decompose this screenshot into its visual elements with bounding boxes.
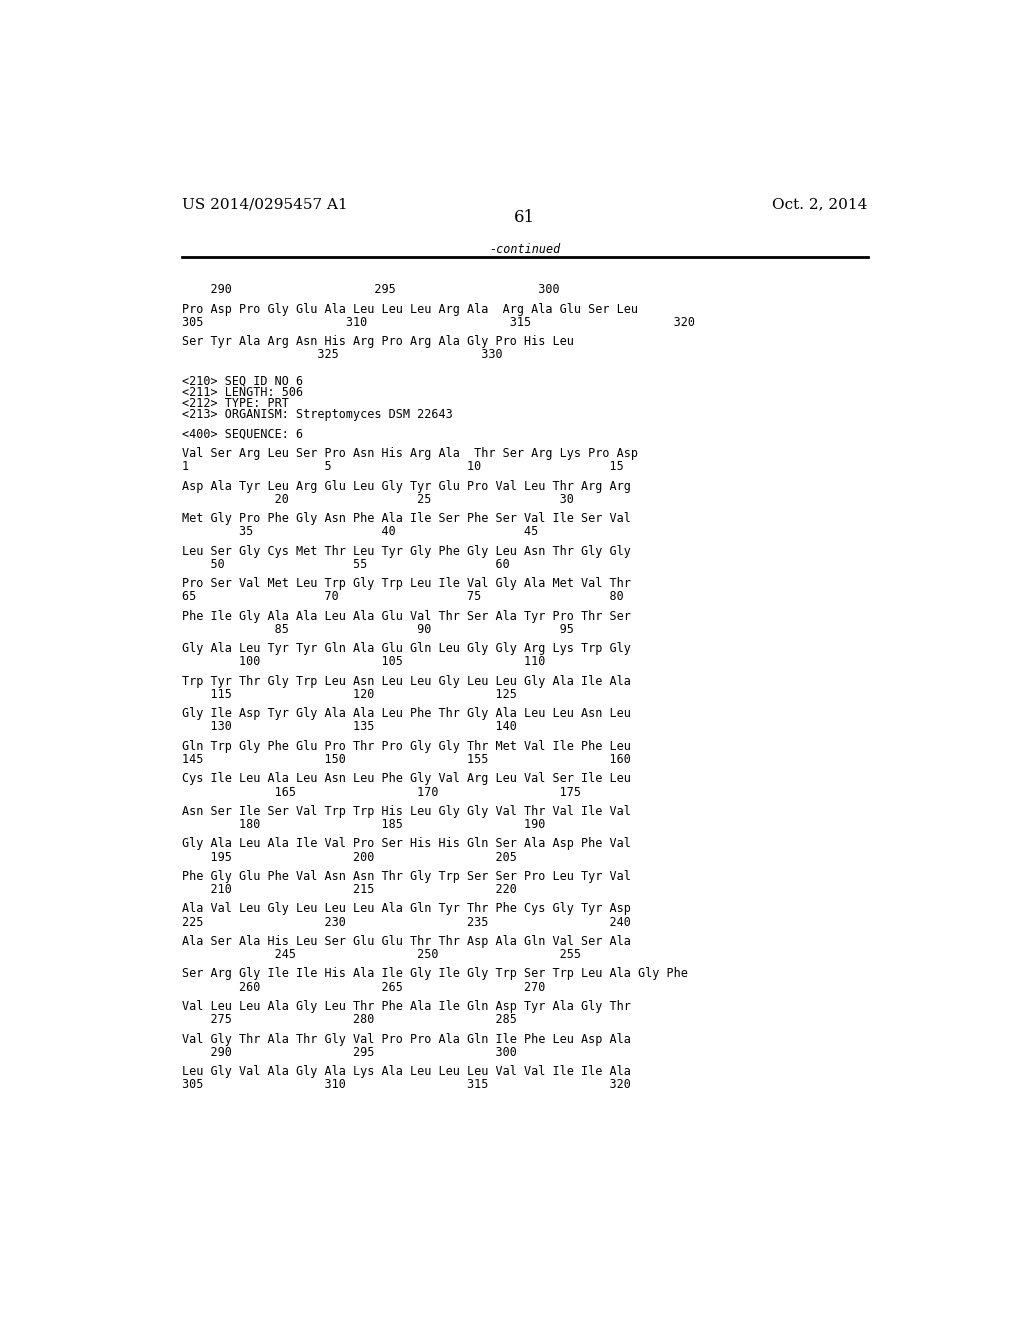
Text: Trp Tyr Thr Gly Trp Leu Asn Leu Leu Gly Leu Leu Gly Ala Ile Ala: Trp Tyr Thr Gly Trp Leu Asn Leu Leu Gly …: [182, 675, 631, 688]
Text: Gly Ile Asp Tyr Gly Ala Ala Leu Phe Thr Gly Ala Leu Leu Asn Leu: Gly Ile Asp Tyr Gly Ala Ala Leu Phe Thr …: [182, 708, 631, 721]
Text: <212> TYPE: PRT: <212> TYPE: PRT: [182, 397, 289, 411]
Text: 165                 170                 175: 165 170 175: [182, 785, 581, 799]
Text: 35                  40                  45: 35 40 45: [182, 525, 539, 539]
Text: 85                  90                  95: 85 90 95: [182, 623, 573, 636]
Text: 305                 310                 315                 320: 305 310 315 320: [182, 1078, 631, 1092]
Text: 210                 215                 220: 210 215 220: [182, 883, 517, 896]
Text: 275                 280                 285: 275 280 285: [182, 1014, 517, 1026]
Text: Met Gly Pro Phe Gly Asn Phe Ala Ile Ser Phe Ser Val Ile Ser Val: Met Gly Pro Phe Gly Asn Phe Ala Ile Ser …: [182, 512, 631, 525]
Text: <213> ORGANISM: Streptomyces DSM 22643: <213> ORGANISM: Streptomyces DSM 22643: [182, 408, 453, 421]
Text: Ala Ser Ala His Leu Ser Glu Glu Thr Thr Asp Ala Gln Val Ser Ala: Ala Ser Ala His Leu Ser Glu Glu Thr Thr …: [182, 935, 631, 948]
Text: Ser Arg Gly Ile Ile His Ala Ile Gly Ile Gly Trp Ser Trp Leu Ala Gly Phe: Ser Arg Gly Ile Ile His Ala Ile Gly Ile …: [182, 968, 688, 981]
Text: Val Gly Thr Ala Thr Gly Val Pro Pro Ala Gln Ile Phe Leu Asp Ala: Val Gly Thr Ala Thr Gly Val Pro Pro Ala …: [182, 1032, 631, 1045]
Text: 225                 230                 235                 240: 225 230 235 240: [182, 916, 631, 928]
Text: Phe Ile Gly Ala Ala Leu Ala Glu Val Thr Ser Ala Tyr Pro Thr Ser: Phe Ile Gly Ala Ala Leu Ala Glu Val Thr …: [182, 610, 631, 623]
Text: Val Ser Arg Leu Ser Pro Asn His Arg Ala  Thr Ser Arg Lys Pro Asp: Val Ser Arg Leu Ser Pro Asn His Arg Ala …: [182, 447, 638, 461]
Text: Oct. 2, 2014: Oct. 2, 2014: [772, 197, 867, 211]
Text: 115                 120                 125: 115 120 125: [182, 688, 517, 701]
Text: Ala Val Leu Gly Leu Leu Leu Ala Gln Tyr Thr Phe Cys Gly Tyr Asp: Ala Val Leu Gly Leu Leu Leu Ala Gln Tyr …: [182, 903, 631, 915]
Text: Gly Ala Leu Ala Ile Val Pro Ser His His Gln Ser Ala Asp Phe Val: Gly Ala Leu Ala Ile Val Pro Ser His His …: [182, 837, 631, 850]
Text: Gln Trp Gly Phe Glu Pro Thr Pro Gly Gly Thr Met Val Ile Phe Leu: Gln Trp Gly Phe Glu Pro Thr Pro Gly Gly …: [182, 739, 631, 752]
Text: 245                 250                 255: 245 250 255: [182, 948, 581, 961]
Text: 290                 295                 300: 290 295 300: [182, 1045, 517, 1059]
Text: 325                    330: 325 330: [182, 348, 503, 362]
Text: Leu Gly Val Ala Gly Ala Lys Ala Leu Leu Leu Val Val Ile Ile Ala: Leu Gly Val Ala Gly Ala Lys Ala Leu Leu …: [182, 1065, 631, 1078]
Text: Ser Tyr Ala Arg Asn His Arg Pro Arg Ala Gly Pro His Leu: Ser Tyr Ala Arg Asn His Arg Pro Arg Ala …: [182, 335, 573, 348]
Text: 1                   5                   10                  15: 1 5 10 15: [182, 461, 624, 474]
Text: 65                  70                  75                  80: 65 70 75 80: [182, 590, 624, 603]
Text: Asn Ser Ile Ser Val Trp Trp His Leu Gly Gly Val Thr Val Ile Val: Asn Ser Ile Ser Val Trp Trp His Leu Gly …: [182, 805, 631, 818]
Text: Cys Ile Leu Ala Leu Asn Leu Phe Gly Val Arg Leu Val Ser Ile Leu: Cys Ile Leu Ala Leu Asn Leu Phe Gly Val …: [182, 772, 631, 785]
Text: 290                    295                    300: 290 295 300: [182, 284, 559, 297]
Text: 20                  25                  30: 20 25 30: [182, 492, 573, 506]
Text: Pro Ser Val Met Leu Trp Gly Trp Leu Ile Val Gly Ala Met Val Thr: Pro Ser Val Met Leu Trp Gly Trp Leu Ile …: [182, 577, 631, 590]
Text: Phe Gly Glu Phe Val Asn Asn Thr Gly Trp Ser Ser Pro Leu Tyr Val: Phe Gly Glu Phe Val Asn Asn Thr Gly Trp …: [182, 870, 631, 883]
Text: 260                 265                 270: 260 265 270: [182, 981, 546, 994]
Text: <210> SEQ ID NO 6: <210> SEQ ID NO 6: [182, 375, 303, 388]
Text: Pro Asp Pro Gly Glu Ala Leu Leu Leu Arg Ala  Arg Ala Glu Ser Leu: Pro Asp Pro Gly Glu Ala Leu Leu Leu Arg …: [182, 302, 638, 315]
Text: <211> LENGTH: 506: <211> LENGTH: 506: [182, 385, 303, 399]
Text: 61: 61: [514, 210, 536, 226]
Text: 180                 185                 190: 180 185 190: [182, 818, 546, 832]
Text: Asp Ala Tyr Leu Arg Glu Leu Gly Tyr Glu Pro Val Leu Thr Arg Arg: Asp Ala Tyr Leu Arg Glu Leu Gly Tyr Glu …: [182, 479, 631, 492]
Text: 305                    310                    315                    320: 305 310 315 320: [182, 315, 695, 329]
Text: 145                 150                 155                 160: 145 150 155 160: [182, 752, 631, 766]
Text: -continued: -continued: [489, 243, 560, 256]
Text: 100                 105                 110: 100 105 110: [182, 656, 546, 668]
Text: Leu Ser Gly Cys Met Thr Leu Tyr Gly Phe Gly Leu Asn Thr Gly Gly: Leu Ser Gly Cys Met Thr Leu Tyr Gly Phe …: [182, 545, 631, 557]
Text: <400> SEQUENCE: 6: <400> SEQUENCE: 6: [182, 428, 303, 441]
Text: Val Leu Leu Ala Gly Leu Thr Phe Ala Ile Gln Asp Tyr Ala Gly Thr: Val Leu Leu Ala Gly Leu Thr Phe Ala Ile …: [182, 1001, 631, 1012]
Text: Gly Ala Leu Tyr Tyr Gln Ala Glu Gln Leu Gly Gly Arg Lys Trp Gly: Gly Ala Leu Tyr Tyr Gln Ala Glu Gln Leu …: [182, 643, 631, 655]
Text: 195                 200                 205: 195 200 205: [182, 850, 517, 863]
Text: US 2014/0295457 A1: US 2014/0295457 A1: [182, 197, 348, 211]
Text: 130                 135                 140: 130 135 140: [182, 721, 517, 734]
Text: 50                  55                  60: 50 55 60: [182, 558, 510, 570]
